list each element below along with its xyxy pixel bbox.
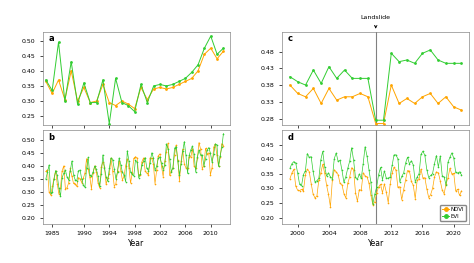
Text: Landslide: Landslide xyxy=(361,16,391,28)
Text: d: d xyxy=(288,133,294,142)
Legend: NDVI, EVI: NDVI, EVI xyxy=(440,205,466,221)
Text: c: c xyxy=(288,34,293,43)
Text: a: a xyxy=(48,34,54,43)
X-axis label: Year: Year xyxy=(128,239,145,248)
Text: b: b xyxy=(48,133,55,142)
X-axis label: Year: Year xyxy=(367,239,384,248)
